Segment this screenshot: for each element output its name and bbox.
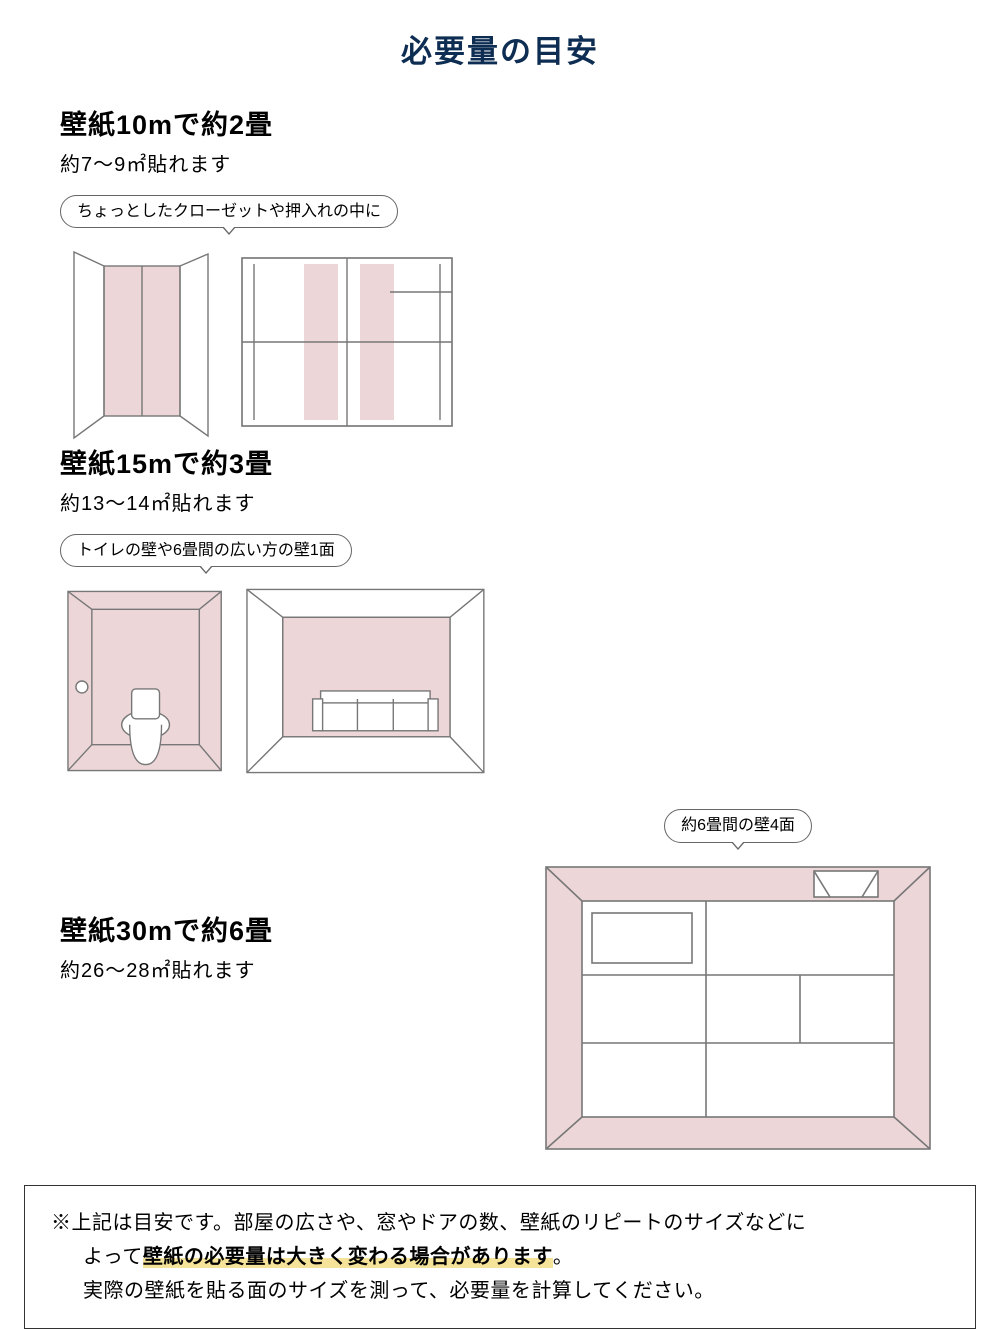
page-title: 必要量の目安 bbox=[0, 0, 1000, 71]
room-sofa-sketch-icon bbox=[241, 581, 490, 781]
closet-sketch-icon bbox=[60, 242, 220, 442]
card-10m: 壁紙10mで約2畳 約7～9㎡貼れます ちょっとしたクローゼットや押入れの中に bbox=[60, 103, 490, 442]
card-heading: 壁紙15mで約3畳 bbox=[60, 442, 490, 481]
card-sub: 約26～28㎡貼れます bbox=[60, 954, 520, 983]
card-sub: 約13～14㎡貼れます bbox=[60, 487, 490, 516]
room-plan-sketch-icon bbox=[538, 857, 938, 1157]
card-bubble: 約6畳間の壁4面 bbox=[664, 809, 812, 842]
note-line-3: 実際の壁紙を貼る面のサイズを測って、必要量を計算してください。 bbox=[51, 1274, 949, 1308]
card-15m: 壁紙15mで約3畳 約13～14㎡貼れます トイレの壁や6畳間の広い方の壁1面 bbox=[60, 442, 490, 781]
card-bubble: トイレの壁や6畳間の広い方の壁1面 bbox=[60, 534, 352, 567]
card-30m: 壁紙30mで約6畳 約26～28㎡貼れます bbox=[60, 809, 520, 983]
note-line-2: よって壁紙の必要量は大きく変わる場合があります。 bbox=[51, 1240, 949, 1274]
card-sub: 約7～9㎡貼れます bbox=[60, 148, 490, 177]
toilet-sketch-icon bbox=[60, 581, 229, 781]
illustrations bbox=[60, 581, 490, 781]
card-heading: 壁紙10mで約2畳 bbox=[60, 103, 490, 142]
card-heading: 壁紙30mで約6畳 bbox=[60, 909, 520, 948]
card-bubble: ちょっとしたクローゼットや押入れの中に bbox=[60, 195, 398, 228]
illustrations bbox=[60, 242, 490, 442]
card-30m-illustration: 約6畳間の壁4面 bbox=[520, 809, 956, 1156]
note-text: よって bbox=[83, 1246, 143, 1268]
note-text: 。 bbox=[553, 1246, 574, 1268]
note-line-1: ※上記は目安です。部屋の広さや、窓やドアの数、壁紙のリピートのサイズなどに bbox=[51, 1206, 949, 1240]
disclaimer-box: ※上記は目安です。部屋の広さや、窓やドアの数、壁紙のリピートのサイズなどに よっ… bbox=[24, 1185, 976, 1329]
cards-row-2: 壁紙30mで約6畳 約26～28㎡貼れます 約6畳間の壁4面 bbox=[0, 781, 1000, 1156]
cards-row-1: 壁紙10mで約2畳 約7～9㎡貼れます ちょっとしたクローゼットや押入れの中に bbox=[0, 71, 1000, 781]
sliding-closet-sketch-icon bbox=[232, 242, 462, 442]
note-highlight: 壁紙の必要量は大きく変わる場合があります bbox=[143, 1246, 553, 1268]
